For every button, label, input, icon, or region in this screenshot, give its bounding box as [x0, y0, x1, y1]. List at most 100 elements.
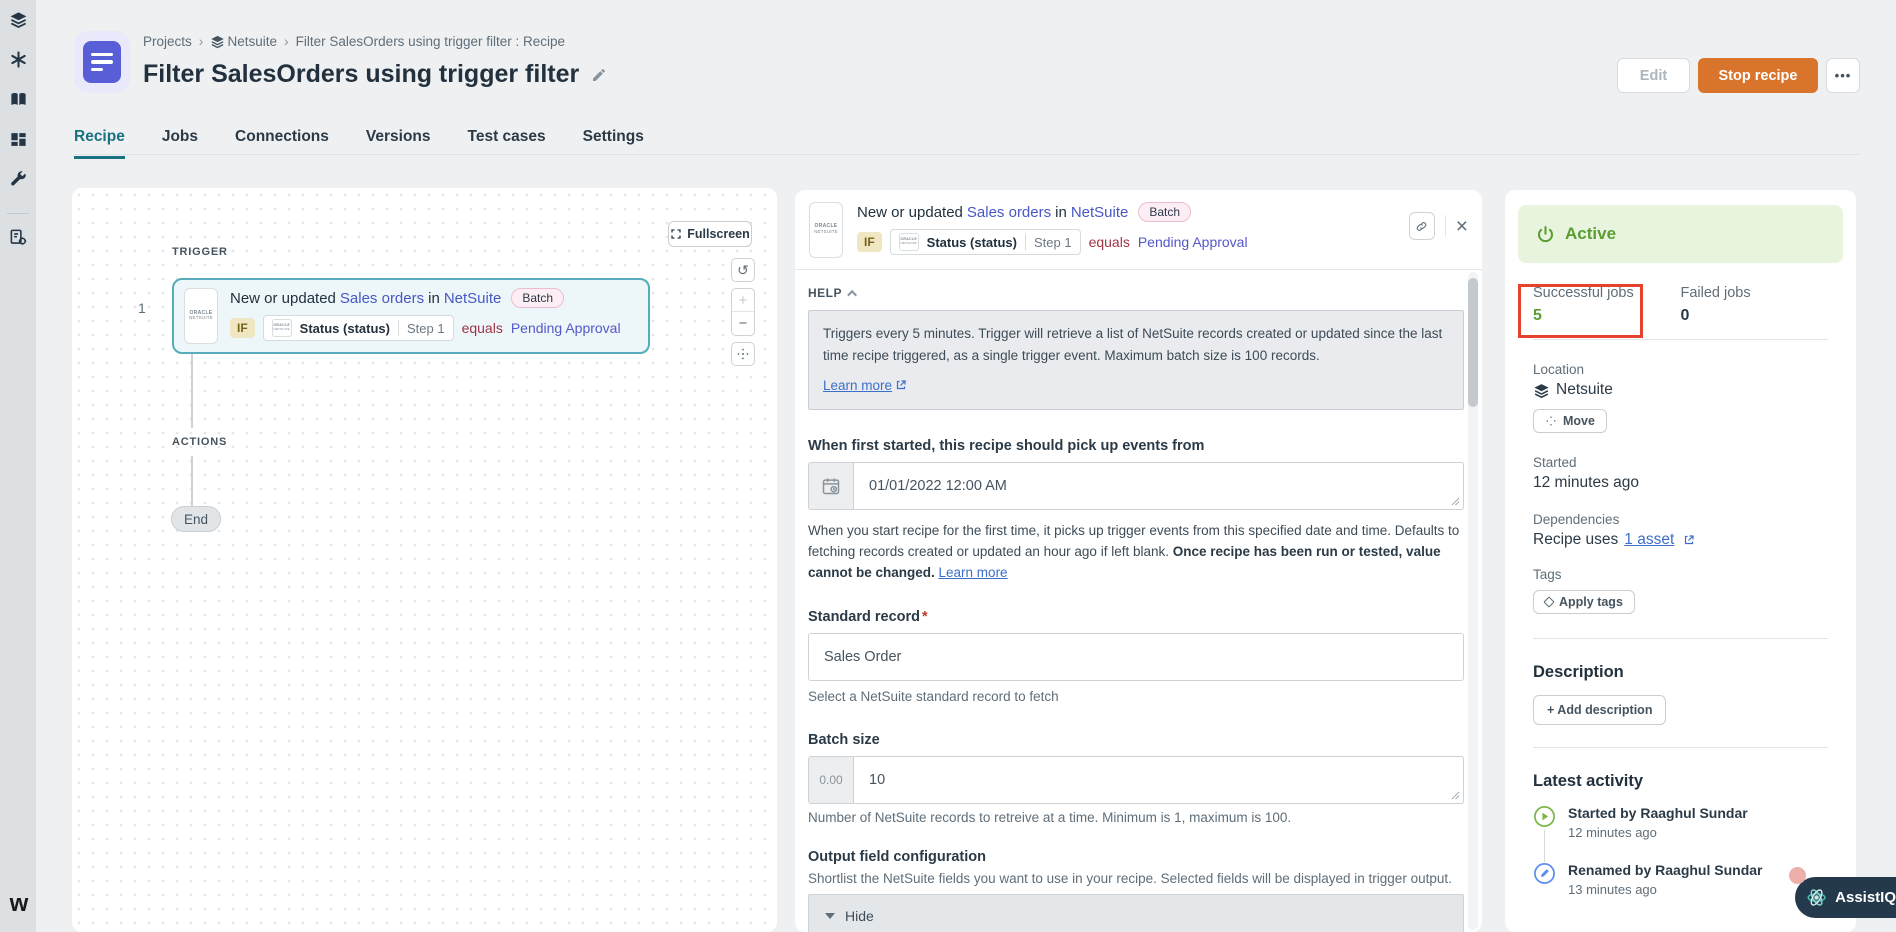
pickup-date-input[interactable]: 01/01/2022 12:00 AM: [808, 462, 1464, 510]
zoom-in-button[interactable]: +: [732, 289, 754, 313]
move-button[interactable]: Move: [1533, 409, 1607, 433]
add-description-button[interactable]: + Add description: [1533, 695, 1667, 725]
trigger-app-link[interactable]: NetSuite: [443, 289, 502, 307]
number-type-prefix: 0.00: [809, 757, 854, 803]
zoom-controls[interactable]: + −: [731, 288, 755, 336]
standard-record-label: Standard record *: [808, 609, 928, 625]
apply-tags-button[interactable]: Apply tags: [1533, 590, 1635, 614]
successful-jobs-stat[interactable]: Successful jobs 5: [1533, 285, 1681, 325]
trigger-object-link[interactable]: Sales orders: [339, 289, 425, 307]
project-stack-icon: [1533, 382, 1550, 399]
recipe-canvas[interactable]: Fullscreen ↺ + − TRIGGER 1 ORACLE NETSUI…: [72, 188, 777, 932]
reset-view-button[interactable]: ↺: [731, 258, 755, 282]
play-circle-icon: [1533, 805, 1556, 828]
netsuite-logo: ORACLE NETSUITE: [809, 201, 843, 258]
divider: [1533, 747, 1828, 748]
tab-settings[interactable]: Settings: [582, 128, 644, 145]
more-actions-button[interactable]: •••: [1826, 58, 1860, 93]
library-icon[interactable]: [9, 90, 28, 109]
fit-view-button[interactable]: [731, 342, 755, 366]
external-link-icon: [1683, 534, 1695, 546]
location-value[interactable]: Netsuite: [1533, 381, 1828, 399]
tab-versions[interactable]: Versions: [365, 128, 431, 145]
breadcrumb-netsuite[interactable]: Netsuite: [210, 34, 277, 49]
tab-connections[interactable]: Connections: [235, 128, 329, 145]
move-icon: [1546, 416, 1556, 426]
resize-handle[interactable]: [1451, 497, 1460, 506]
help-toggle[interactable]: HELP: [808, 286, 1464, 300]
failed-jobs-label: Failed jobs: [1680, 285, 1751, 301]
tools-icon[interactable]: [9, 170, 28, 189]
project-stack-icon: [210, 34, 225, 49]
edit-title-pencil-icon[interactable]: [591, 67, 607, 83]
left-rail: w: [0, 0, 36, 932]
scrollbar-thumb[interactable]: [1468, 278, 1478, 407]
end-step[interactable]: End: [171, 506, 221, 532]
trigger-text-prefix: New or updated: [230, 289, 336, 307]
copy-link-button[interactable]: [1408, 212, 1435, 240]
tag-icon: [1543, 596, 1555, 608]
asset-link[interactable]: 1 asset: [1624, 531, 1675, 548]
condition-pill[interactable]: ORACLE NETSUITE Status (status) Step 1: [262, 315, 454, 341]
trigger-object-link[interactable]: Sales orders: [966, 203, 1052, 221]
condition-pill[interactable]: ORACLE NETSUITE Status (status) Step 1: [889, 229, 1081, 255]
tab-test-cases[interactable]: Test cases: [467, 128, 546, 145]
calendar-icon[interactable]: [809, 463, 854, 509]
trigger-step-card[interactable]: ORACLE NETSUITE New or updated Sales ord…: [172, 278, 650, 354]
edit-button[interactable]: Edit: [1617, 58, 1690, 93]
batch-size-value: 10: [869, 772, 886, 788]
output-config-toggle[interactable]: Hide: [808, 894, 1464, 932]
dependencies-value: Recipe uses 1 asset: [1533, 531, 1828, 549]
condition-value: Pending Approval: [1137, 234, 1248, 250]
standard-record-select[interactable]: Sales Order: [808, 633, 1464, 681]
page-title: Filter SalesOrders using trigger filter: [143, 60, 580, 88]
breadcrumb-projects[interactable]: Projects: [143, 33, 192, 49]
fullscreen-icon: [671, 229, 681, 239]
move-arrows-icon: [737, 348, 749, 360]
condition-step: Step 1: [406, 320, 445, 336]
debug-icon[interactable]: [9, 228, 28, 247]
batch-badge: Batch: [1138, 202, 1192, 222]
pickup-description: When you start recipe for the first time…: [808, 523, 1460, 580]
tab-jobs[interactable]: Jobs: [161, 128, 199, 145]
link-icon: [1416, 221, 1427, 231]
trigger-config-header: ORACLE NETSUITE New or updated Sales ord…: [795, 190, 1482, 270]
condition-operator: equals: [461, 320, 503, 336]
dashboard-icon[interactable]: [9, 130, 28, 149]
tabs-divider: [74, 154, 1860, 155]
stop-recipe-button[interactable]: Stop recipe: [1698, 58, 1818, 93]
failed-jobs-stat[interactable]: Failed jobs 0: [1681, 285, 1829, 325]
failed-jobs-value: 0: [1680, 307, 1690, 324]
pickup-learn-more-link[interactable]: Learn more: [938, 565, 1008, 580]
activity-item: Renamed by Raaghul Sundar 13 minutes ago: [1533, 862, 1828, 897]
breadcrumb-separator: ›: [283, 33, 289, 49]
resize-handle[interactable]: [1451, 791, 1460, 800]
projects-icon[interactable]: [9, 10, 28, 29]
zoom-out-button[interactable]: −: [738, 315, 748, 332]
trigger-section-label: TRIGGER: [172, 246, 228, 258]
batch-size-input[interactable]: 0.00 10: [808, 756, 1464, 804]
recipe-avatar-icon: [74, 31, 130, 93]
condition-field: Status (status): [299, 320, 390, 336]
recipes-icon[interactable]: [9, 50, 28, 69]
trigger-text-prefix: New or updated: [857, 203, 963, 221]
tab-recipe[interactable]: Recipe: [74, 128, 125, 159]
status-banner: Active: [1518, 205, 1843, 263]
close-panel-button[interactable]: ×: [1455, 214, 1468, 238]
fullscreen-button[interactable]: Fullscreen: [668, 221, 752, 247]
location-label: Location: [1533, 362, 1585, 377]
chevron-up-icon: [847, 289, 858, 300]
batch-size-hint: Number of NetSuite records to retreive a…: [808, 810, 1292, 825]
panel-scrollbar[interactable]: [1468, 272, 1478, 930]
condition-value: Pending Approval: [510, 320, 621, 336]
successful-jobs-value: 5: [1533, 307, 1542, 324]
output-config-label: Output field configuration: [808, 849, 987, 865]
help-learn-more-link[interactable]: Learn more: [823, 378, 893, 393]
assistiq-button[interactable]: AssistIQ: [1795, 877, 1896, 918]
activity-time: 12 minutes ago: [1568, 825, 1657, 840]
breadcrumb-current: Filter SalesOrders using trigger filter …: [295, 33, 566, 49]
condition-operator: equals: [1088, 234, 1130, 250]
status-badge: Active: [1565, 224, 1617, 243]
batch-badge: Batch: [511, 288, 565, 308]
trigger-app-link[interactable]: NetSuite: [1070, 203, 1129, 221]
